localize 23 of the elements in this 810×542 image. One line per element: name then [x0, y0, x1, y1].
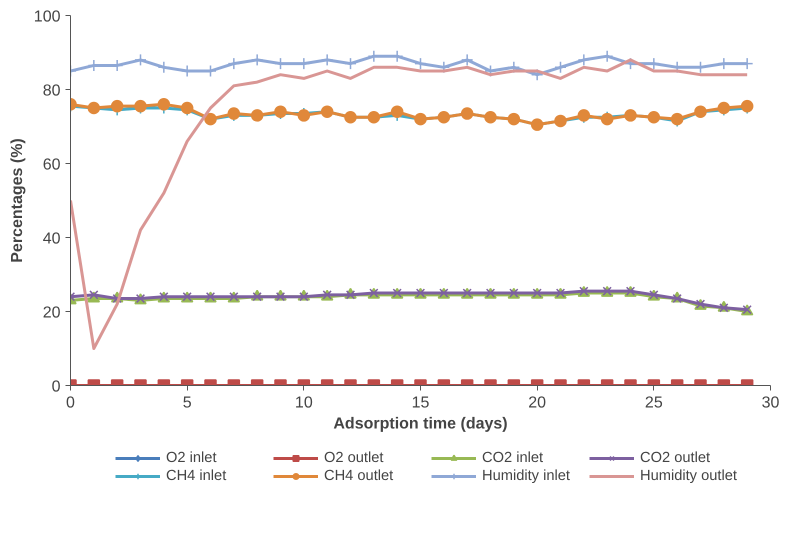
x-tick-label: 0	[66, 394, 76, 412]
x-tick-label: 5	[182, 394, 192, 412]
legend-label: CO2 outlet	[640, 450, 712, 466]
legend-label: CO2 inlet	[482, 450, 544, 466]
legend-label: Humidity inlet	[482, 468, 571, 484]
x-tick-label: 30	[762, 394, 780, 412]
legend-label: CH4 inlet	[166, 468, 228, 484]
y-tick-label: 20	[42, 304, 61, 322]
y-tick-label: 0	[52, 378, 61, 396]
legend-label: Humidity outlet	[640, 468, 738, 484]
x-tick-label: 25	[644, 394, 663, 412]
legend-label: O2 inlet	[166, 450, 218, 466]
y-tick-label: 80	[42, 82, 61, 100]
x-tick-label: 10	[294, 394, 313, 412]
x-tick-label: 15	[412, 394, 430, 412]
x-tick-label: 20	[528, 394, 546, 412]
y-tick-label: 60	[42, 156, 61, 174]
y-axis-title: Percentages (%)	[8, 138, 26, 263]
legend-label: O2 outlet	[324, 450, 384, 466]
x-axis-title: Adsorption time (days)	[333, 416, 508, 432]
legend-label: CH4 outlet	[324, 468, 394, 484]
y-tick-label: 40	[42, 230, 61, 248]
y-tick-label: 100	[34, 8, 61, 26]
